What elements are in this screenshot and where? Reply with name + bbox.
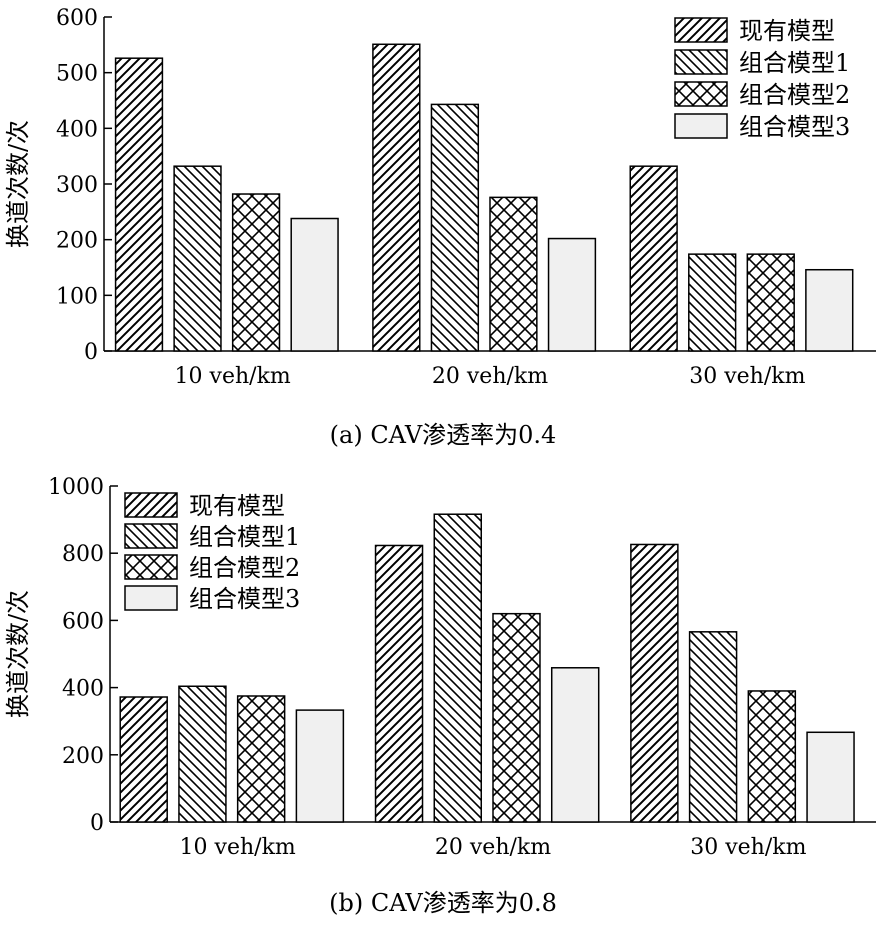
bar-2-3 xyxy=(688,631,738,823)
bar-3-1 xyxy=(236,695,286,823)
x-tick-label: 10 veh/km xyxy=(175,364,291,389)
bar-1-2 xyxy=(374,544,424,823)
legend-label-4: 组合模型3 xyxy=(739,113,850,141)
x-tick-label: 30 veh/km xyxy=(689,364,805,389)
y-tick-label: 0 xyxy=(84,340,98,365)
bar-1-1 xyxy=(114,57,164,352)
x-tick-label: 30 veh/km xyxy=(690,835,806,860)
bar-chart-b: 0 200 400 600 800 1000 10 veh/km 20 veh/km 30 ve… xyxy=(4,475,876,917)
bar-1-1 xyxy=(119,696,168,823)
y-tick-label: 600 xyxy=(56,6,98,31)
bar-3-2 xyxy=(489,196,538,352)
y-tick-label: 500 xyxy=(56,62,98,87)
bar-3-2 xyxy=(492,612,541,823)
bar-4-3 xyxy=(805,268,854,352)
bar-2-2 xyxy=(433,513,483,823)
legend-swatch-2 xyxy=(674,49,728,75)
bar-1-2 xyxy=(372,43,421,352)
bar-4-2 xyxy=(547,237,597,352)
bar-3-3 xyxy=(747,690,797,823)
bar-chart-a: 0 100 200 300 400 500 600 10 veh/km 20 veh/km 30 … xyxy=(4,6,876,449)
legend-label-2: 组合模型1 xyxy=(739,49,850,77)
y-tick-label: 600 xyxy=(62,609,104,634)
chart-panel-b: 0 200 400 600 800 1000 10 veh/km 20 veh/km 30 ve… xyxy=(0,463,886,926)
y-tick-label: 0 xyxy=(90,811,104,836)
bar-3-1 xyxy=(231,193,281,352)
y-tick-label: 300 xyxy=(56,173,98,198)
legend-label-1: 现有模型 xyxy=(739,17,835,45)
chart-caption: (b) CAV渗透率为0.8 xyxy=(329,889,557,917)
bar-4-1 xyxy=(295,709,345,823)
legend-swatch-3 xyxy=(124,554,178,580)
y-tick-label: 800 xyxy=(62,542,104,567)
legend-swatch-4 xyxy=(674,113,728,139)
y-tick-label: 400 xyxy=(62,677,104,702)
legend-label-4: 组合模型3 xyxy=(189,585,300,613)
x-tick-label: 20 veh/km xyxy=(432,364,548,389)
y-tick-label: 200 xyxy=(56,229,98,254)
chart-caption: (a) CAV渗透率为0.4 xyxy=(330,421,557,449)
y-axis-label: 换道次数/次 xyxy=(4,120,32,248)
chart-panel-a: 0 100 200 300 400 500 600 10 veh/km 20 veh/km 30 … xyxy=(4,6,876,449)
bar-1-3 xyxy=(629,165,678,352)
bar-2-1 xyxy=(173,165,222,352)
y-tick-label: 100 xyxy=(56,284,98,309)
y-tick-label: 400 xyxy=(56,117,98,142)
legend-label-3: 组合模型2 xyxy=(739,81,850,109)
legend-label-1: 现有模型 xyxy=(189,492,285,520)
legend-swatch-1 xyxy=(124,492,178,518)
bar-2-3 xyxy=(688,253,737,352)
bar-4-1 xyxy=(290,217,339,352)
y-tick-label: 200 xyxy=(62,744,104,769)
bar-2-1 xyxy=(178,685,227,823)
x-tick-label: 20 veh/km xyxy=(435,835,551,860)
bar-4-3 xyxy=(806,731,855,823)
legend-swatch-3 xyxy=(674,81,728,107)
bar-3-3 xyxy=(746,253,795,352)
bar-2-2 xyxy=(430,103,480,352)
bar-1-3 xyxy=(630,543,679,823)
legend-swatch-1 xyxy=(674,17,728,43)
y-axis-label: 换道次数/次 xyxy=(4,590,32,718)
legend-swatch-2 xyxy=(124,523,178,549)
legend-label-3: 组合模型2 xyxy=(189,554,300,582)
bar-4-2 xyxy=(550,667,600,823)
legend-label-2: 组合模型1 xyxy=(189,523,300,551)
y-tick-label: 1000 xyxy=(48,475,104,500)
x-tick-label: 10 veh/km xyxy=(180,835,296,860)
legend-swatch-4 xyxy=(124,585,178,611)
